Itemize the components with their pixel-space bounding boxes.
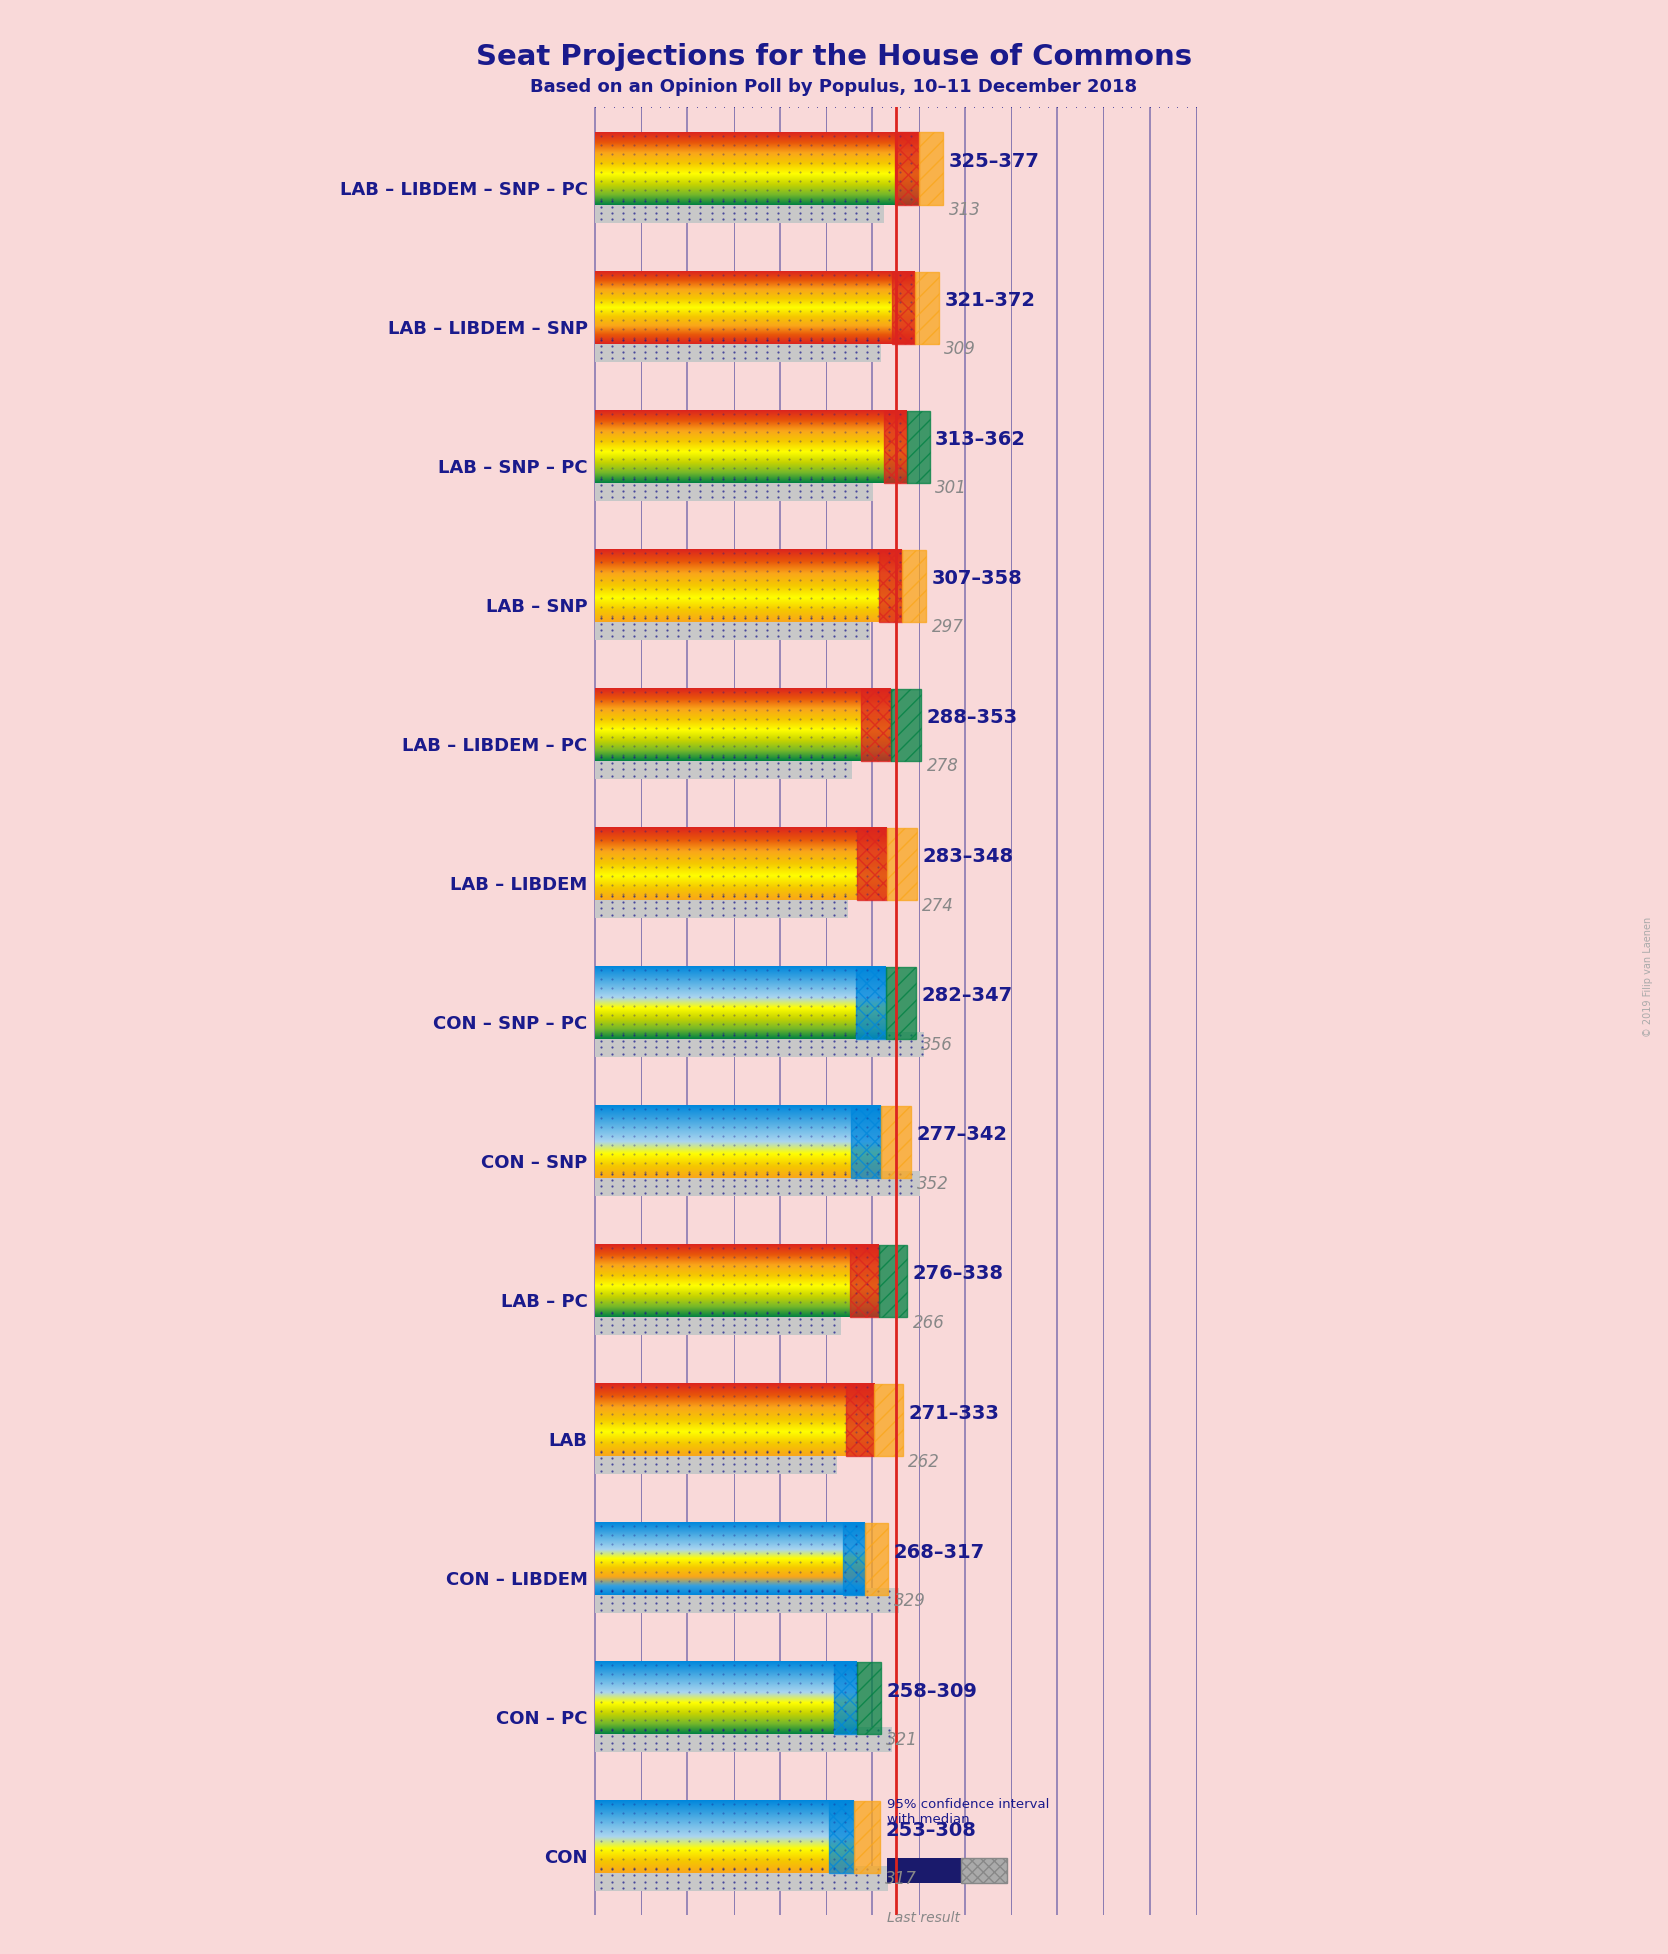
Bar: [829, 1802, 854, 1874]
Bar: [887, 828, 917, 901]
Text: 266: 266: [912, 1313, 944, 1331]
Text: 253–308: 253–308: [886, 1821, 976, 1839]
Bar: [595, 1727, 892, 1753]
Text: 262: 262: [909, 1452, 941, 1471]
Text: 283–348: 283–348: [922, 848, 1014, 866]
Text: 352: 352: [917, 1174, 949, 1192]
Text: CON – SNP: CON – SNP: [482, 1153, 587, 1172]
Bar: [907, 410, 929, 483]
Bar: [595, 336, 881, 361]
Bar: [891, 688, 921, 760]
Text: 301: 301: [936, 479, 967, 498]
Bar: [919, 133, 944, 205]
Bar: [854, 1802, 879, 1874]
Bar: [595, 893, 849, 918]
Bar: [595, 477, 874, 500]
Bar: [887, 1858, 961, 1884]
Bar: [896, 133, 919, 205]
Bar: [851, 1245, 879, 1317]
Bar: [879, 1245, 907, 1317]
Bar: [884, 410, 907, 483]
Bar: [902, 549, 926, 621]
Text: © 2019 Filip van Laenen: © 2019 Filip van Laenen: [1643, 916, 1653, 1038]
Bar: [886, 967, 916, 1040]
Text: LAB – LIBDEM – PC: LAB – LIBDEM – PC: [402, 737, 587, 754]
Text: Seat Projections for the House of Commons: Seat Projections for the House of Common…: [475, 43, 1193, 70]
Text: CON – SNP – PC: CON – SNP – PC: [434, 1014, 587, 1034]
Text: 313: 313: [949, 201, 981, 219]
Text: 309: 309: [944, 340, 976, 358]
Text: LAB – LIBDEM – SNP: LAB – LIBDEM – SNP: [387, 320, 587, 338]
Text: Last result: Last result: [887, 1911, 961, 1925]
Bar: [595, 754, 852, 780]
Text: LAB – SNP – PC: LAB – SNP – PC: [439, 459, 587, 477]
Bar: [861, 688, 891, 760]
Text: 329: 329: [894, 1593, 926, 1610]
Bar: [857, 1661, 881, 1735]
Text: CON – PC: CON – PC: [495, 1710, 587, 1727]
Bar: [881, 1106, 911, 1178]
Text: 271–333: 271–333: [909, 1403, 999, 1423]
Text: 288–353: 288–353: [927, 709, 1017, 727]
Text: 277–342: 277–342: [917, 1126, 1007, 1145]
Bar: [595, 1450, 837, 1473]
Bar: [866, 1522, 887, 1594]
Bar: [851, 1106, 881, 1178]
Bar: [595, 1589, 899, 1614]
Text: LAB: LAB: [549, 1432, 587, 1450]
Text: 258–309: 258–309: [886, 1682, 977, 1700]
Bar: [874, 1383, 902, 1456]
Text: 321: 321: [886, 1731, 917, 1749]
Text: 356: 356: [921, 1036, 952, 1053]
Text: LAB – PC: LAB – PC: [500, 1294, 587, 1311]
Bar: [916, 272, 939, 344]
Text: 95% confidence interval
with median: 95% confidence interval with median: [887, 1798, 1049, 1825]
Bar: [961, 1858, 1007, 1884]
Text: CON – LIBDEM: CON – LIBDEM: [445, 1571, 587, 1589]
Text: 297: 297: [931, 619, 964, 637]
Bar: [595, 1309, 841, 1335]
Text: 268–317: 268–317: [894, 1542, 984, 1561]
Text: LAB – SNP: LAB – SNP: [485, 598, 587, 616]
Bar: [842, 1522, 866, 1594]
Bar: [595, 616, 869, 641]
Bar: [879, 549, 902, 621]
Bar: [595, 1866, 887, 1891]
Text: CON: CON: [544, 1848, 587, 1866]
Text: 282–347: 282–347: [921, 987, 1012, 1006]
Text: LAB – LIBDEM – SNP – PC: LAB – LIBDEM – SNP – PC: [340, 180, 587, 199]
Text: 274: 274: [922, 897, 954, 914]
Text: 276–338: 276–338: [912, 1264, 1004, 1284]
Bar: [856, 967, 886, 1040]
Text: 313–362: 313–362: [936, 430, 1026, 449]
Text: Based on an Opinion Poll by Populus, 10–11 December 2018: Based on an Opinion Poll by Populus, 10–…: [530, 78, 1138, 96]
Bar: [834, 1661, 857, 1735]
Text: 325–377: 325–377: [949, 152, 1039, 172]
Bar: [595, 197, 884, 223]
Text: 278: 278: [927, 758, 959, 776]
Bar: [595, 1170, 921, 1196]
Bar: [846, 1383, 874, 1456]
Text: 317: 317: [886, 1870, 917, 1888]
Bar: [892, 272, 916, 344]
Text: 321–372: 321–372: [944, 291, 1036, 311]
Text: LAB – LIBDEM: LAB – LIBDEM: [450, 875, 587, 893]
Bar: [857, 828, 887, 901]
Bar: [595, 1032, 924, 1057]
Text: 307–358: 307–358: [931, 569, 1022, 588]
